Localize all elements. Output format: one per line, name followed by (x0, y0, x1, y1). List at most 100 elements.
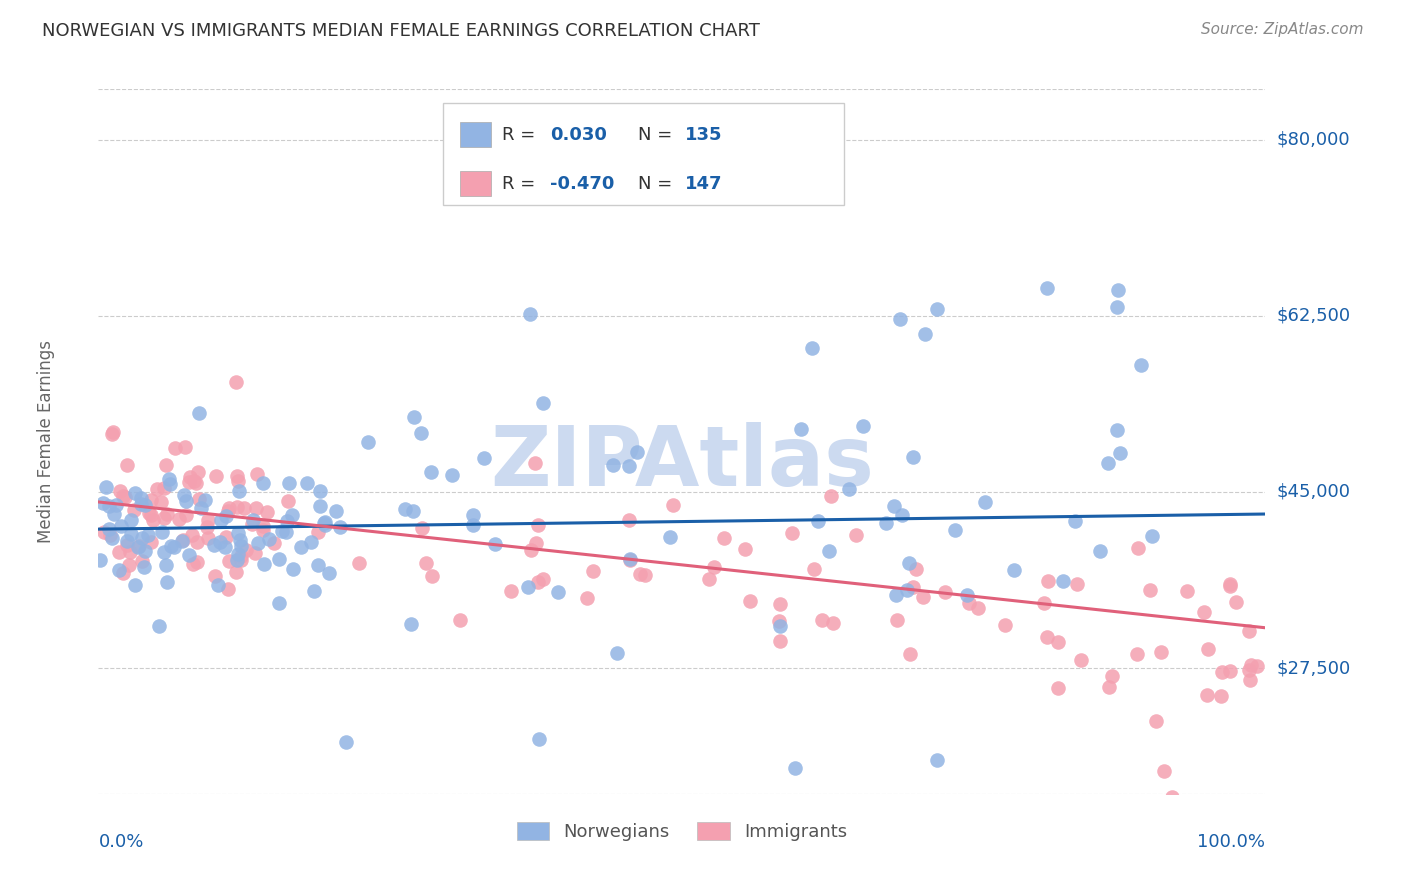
Point (526, 517, 548, 532)
Point (943, 523, 966, 537)
Point (100, 426, 122, 441)
Point (1102, 814, 1125, 829)
Point (1144, 714, 1167, 728)
Point (170, 534, 193, 549)
Point (769, 619, 792, 633)
Point (803, 562, 825, 576)
Point (1108, 795, 1130, 809)
Point (103, 508, 125, 522)
Point (229, 533, 252, 547)
Point (160, 539, 183, 553)
Point (281, 508, 304, 523)
Point (409, 426, 432, 441)
Point (356, 434, 378, 449)
Point (420, 568, 443, 582)
Point (886, 613, 908, 627)
Point (957, 596, 980, 610)
Point (174, 493, 197, 508)
Point (235, 543, 257, 558)
Point (309, 484, 332, 499)
Point (141, 493, 163, 508)
Point (91, 496, 114, 510)
Point (1105, 423, 1128, 437)
Point (402, 410, 425, 425)
Point (474, 451, 496, 466)
Point (96, 480, 118, 494)
Point (246, 467, 269, 481)
Text: Source: ZipAtlas.com: Source: ZipAtlas.com (1201, 22, 1364, 37)
Point (449, 613, 471, 627)
Point (218, 500, 240, 515)
Point (169, 512, 191, 526)
Point (155, 458, 177, 473)
Point (956, 588, 979, 602)
Point (302, 584, 325, 599)
Point (520, 543, 543, 558)
Point (204, 569, 226, 583)
Point (606, 646, 628, 660)
Point (531, 572, 554, 586)
Point (1116, 809, 1139, 823)
Text: N =: N = (638, 126, 672, 144)
Point (252, 523, 274, 537)
Point (188, 492, 211, 507)
Point (183, 557, 205, 571)
Point (1036, 281, 1059, 295)
Point (499, 583, 522, 598)
Point (420, 466, 443, 480)
Point (231, 549, 253, 563)
Point (626, 445, 648, 459)
Point (415, 556, 437, 570)
Point (394, 502, 416, 516)
Point (307, 558, 329, 573)
Point (801, 342, 824, 356)
Point (325, 504, 347, 518)
Point (108, 563, 131, 577)
Point (891, 508, 914, 523)
Point (768, 614, 790, 628)
Point (146, 482, 169, 496)
Point (229, 552, 252, 566)
Point (1052, 574, 1074, 589)
Point (111, 489, 134, 503)
Point (190, 501, 212, 516)
Point (790, 422, 813, 436)
Point (98, 499, 121, 513)
Point (228, 483, 250, 498)
Point (242, 513, 264, 527)
Text: 135: 135 (685, 126, 723, 144)
Point (115, 538, 138, 552)
Point (659, 530, 682, 544)
Point (274, 525, 297, 540)
Point (217, 504, 239, 518)
Point (807, 514, 830, 528)
Point (141, 508, 163, 523)
Text: NORWEGIAN VS IMMIGRANTS MEDIAN FEMALE EARNINGS CORRELATION CHART: NORWEGIAN VS IMMIGRANTS MEDIAN FEMALE EA… (42, 22, 761, 40)
Point (134, 544, 156, 558)
Point (115, 534, 138, 549)
Point (114, 490, 136, 504)
Point (1239, 673, 1261, 688)
Point (270, 524, 292, 539)
Point (838, 482, 860, 496)
Point (111, 566, 134, 581)
Point (225, 565, 247, 579)
Point (195, 520, 218, 534)
Text: 147: 147 (685, 175, 723, 193)
Point (226, 468, 249, 483)
Point (820, 489, 842, 503)
Point (136, 528, 159, 542)
Point (226, 474, 249, 488)
Point (821, 615, 844, 630)
Point (245, 500, 267, 515)
Point (1098, 680, 1121, 694)
Point (617, 513, 640, 527)
Point (1239, 664, 1261, 678)
Point (307, 524, 329, 539)
Point (1064, 515, 1087, 529)
Point (197, 531, 219, 545)
Point (875, 516, 897, 531)
Text: $80,000: $80,000 (1277, 130, 1350, 149)
Point (1130, 358, 1153, 372)
Text: 0.0%: 0.0% (98, 832, 143, 851)
